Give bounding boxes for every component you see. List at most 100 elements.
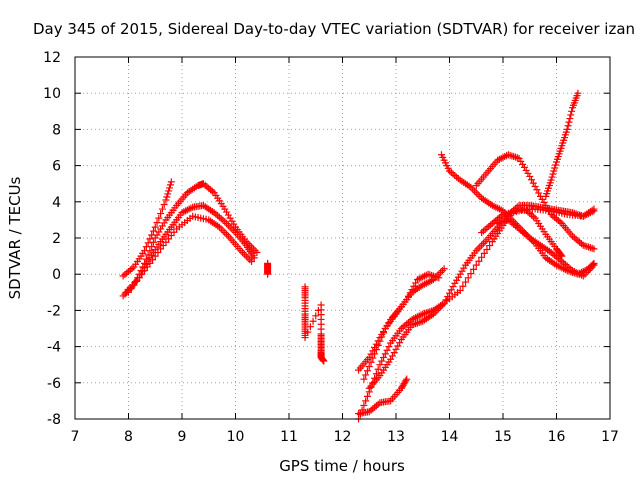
data-point-interp	[143, 263, 151, 271]
data-point	[250, 254, 258, 262]
data-point-interp	[163, 193, 171, 201]
data-point-interp	[567, 111, 575, 119]
data-point-interp	[467, 270, 475, 278]
x-tick-label: 10	[227, 429, 245, 445]
data-point-interp	[565, 118, 573, 126]
data-point-interp	[472, 189, 480, 197]
data-point-interp	[219, 227, 227, 235]
data-point-interp	[394, 342, 402, 350]
data-point-interp	[151, 252, 159, 260]
data-point-interp	[413, 319, 421, 327]
y-tick-label: -4	[47, 340, 61, 356]
data-point	[371, 350, 379, 358]
data-point-interp	[388, 352, 396, 360]
x-tick-label: 15	[494, 429, 512, 445]
data-point-interp	[378, 357, 386, 365]
data-point-interp	[360, 401, 368, 409]
data-point-interp	[228, 225, 236, 233]
data-point-interp	[508, 152, 516, 160]
data-point-interp	[148, 242, 156, 250]
data-point-interp	[246, 256, 254, 264]
series-arc-8	[355, 265, 448, 374]
data-point-interp	[374, 341, 382, 349]
data-point-interp	[362, 371, 370, 379]
data-point	[141, 267, 149, 275]
data-point-interp	[369, 354, 377, 362]
data-point-interp	[476, 243, 484, 251]
data-point-interp	[312, 312, 320, 320]
plot-frame	[74, 56, 611, 420]
y-tick-label: 0	[52, 267, 61, 283]
data-point-interp	[157, 210, 165, 218]
data-point-interp	[474, 191, 482, 199]
data-point-interp	[442, 296, 450, 304]
data-point-interp	[588, 244, 596, 252]
data-point-interp	[376, 337, 384, 345]
data-point-interp	[396, 339, 404, 347]
data-point	[301, 334, 309, 342]
data-point-interp	[486, 242, 494, 250]
data-point	[590, 261, 598, 269]
y-tick-label: 4	[52, 195, 61, 211]
series-arc-10	[355, 375, 411, 418]
data-point-interp	[550, 167, 558, 175]
data-point-interp	[380, 329, 388, 337]
data-point-interp	[557, 251, 565, 259]
x-tick-label: 17	[601, 429, 619, 445]
series-arc-11	[365, 205, 566, 392]
data-point-interp	[372, 370, 380, 378]
x-axis-label: GPS time / hours	[279, 457, 405, 475]
data-point-interp	[478, 253, 486, 261]
data-point-interp	[239, 248, 247, 256]
data-point	[472, 261, 480, 269]
data-point	[574, 89, 582, 97]
data-point-interp	[378, 333, 386, 341]
data-point-interp	[548, 173, 556, 181]
y-tick-label: 10	[43, 86, 61, 102]
data-point-interp	[149, 256, 157, 264]
data-point	[403, 375, 411, 383]
data-point-interp	[481, 238, 489, 246]
data-point-interp	[529, 179, 537, 187]
data-point-interp	[474, 245, 482, 253]
data-point-interp	[412, 279, 420, 287]
data-point-interp	[464, 274, 472, 282]
data-point-interp	[224, 232, 232, 240]
series-arc-16	[494, 216, 598, 280]
data-point-interp	[135, 274, 143, 282]
y-tick-labels: -8 -6 -4 -2 0 2 4 6 8 10 12	[43, 50, 61, 428]
data-point-interp	[483, 245, 491, 253]
data-point-interp	[531, 182, 539, 190]
data-point-interp	[130, 281, 138, 289]
data-point-interp	[506, 151, 514, 159]
data-point-interp	[367, 358, 375, 366]
data-point-interp	[447, 286, 455, 294]
data-point	[360, 375, 368, 383]
data-point-interp	[158, 205, 166, 213]
x-tick-label: 9	[178, 429, 187, 445]
x-tick-label: 11	[280, 429, 298, 445]
data-point-interp	[402, 377, 410, 385]
x-tick-label: 12	[334, 429, 352, 445]
data-point-interp	[528, 176, 536, 184]
data-series	[119, 89, 598, 423]
y-tick-label: 12	[43, 50, 61, 66]
data-point-interp	[362, 397, 370, 405]
data-point-interp	[480, 249, 488, 257]
data-point-interp	[429, 272, 437, 280]
series-arc-12	[437, 151, 598, 278]
data-point	[547, 176, 555, 184]
data-point	[456, 286, 464, 294]
data-point-interp	[155, 214, 163, 222]
y-tick-label: -6	[47, 376, 61, 392]
x-tick-label: 8	[124, 429, 133, 445]
data-point	[320, 357, 328, 365]
series-arc-6	[301, 283, 328, 365]
data-point-interp	[385, 343, 393, 351]
data-point-interp	[437, 268, 445, 276]
data-point-interp	[566, 115, 574, 123]
data-point	[435, 274, 443, 282]
data-point-interp	[146, 235, 154, 243]
data-point	[167, 178, 175, 186]
